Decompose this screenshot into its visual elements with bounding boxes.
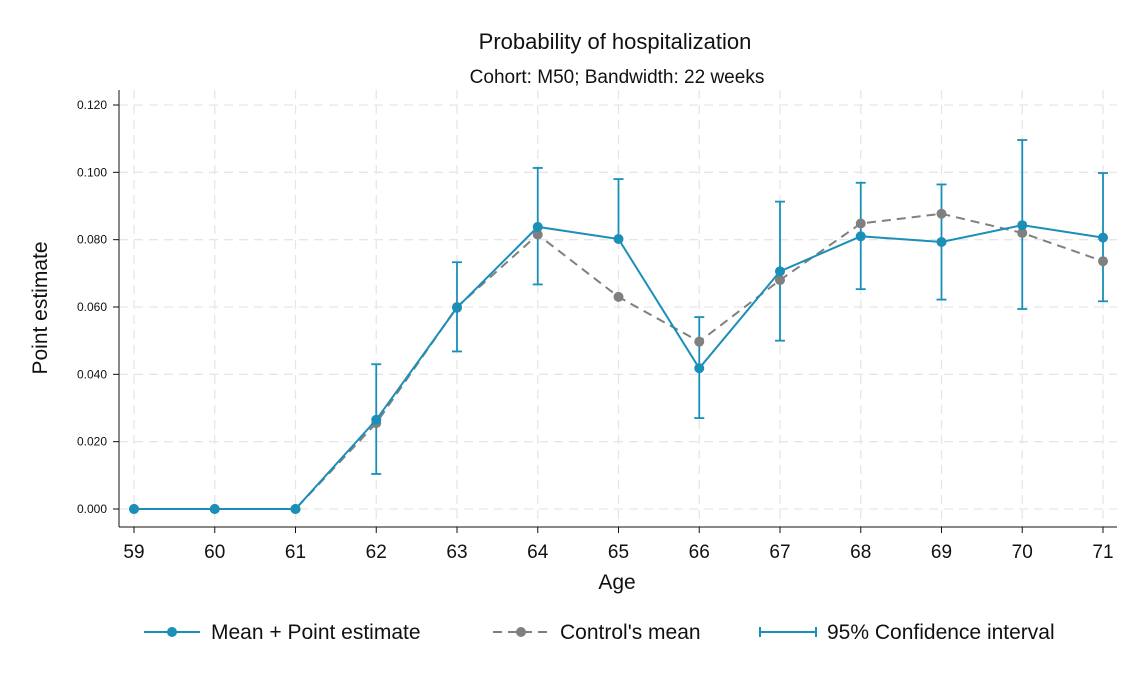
legend-control-label: Control's mean [560,621,701,644]
x-tick-label: 67 [769,542,790,563]
legend-mean-label: Mean + Point estimate [211,621,421,644]
legend-mean-marker [167,627,177,637]
x-tick-label: 59 [123,542,144,563]
x-tick-label: 63 [446,542,467,563]
x-axis: 59 60 61 62 63 64 65 66 67 68 69 70 71 [119,526,1117,563]
x-axis-label: Age [598,571,635,594]
x-tick-label: 71 [1092,542,1113,563]
point-mean [371,414,382,425]
point-control [1098,256,1108,267]
legend: Mean + Point estimate Control's mean 95%… [144,621,1055,644]
x-tick-label: 66 [689,542,710,563]
point-mean [1098,232,1108,243]
legend-ci-label: 95% Confidence interval [827,621,1055,644]
legend-control-marker [516,627,526,637]
y-tick-label: 0.100 [77,165,107,179]
y-tick-label: 0.080 [77,233,107,247]
point-mean [1017,220,1028,231]
point-mean [209,504,220,514]
x-tick-label: 62 [366,542,387,563]
gridlines [119,90,1117,527]
series-layer [129,208,1108,514]
y-axis-label: Point estimate [29,241,52,374]
point-mean [775,266,785,277]
x-tick-label: 70 [1012,542,1033,563]
point-mean [936,237,947,248]
x-tick-label: 60 [204,542,225,563]
point-control [694,336,705,347]
point-control [613,291,624,302]
chart-title: Probability of hospitalization [479,29,752,54]
y-tick-label: 0.060 [77,300,107,314]
x-tick-label: 69 [931,542,952,563]
point-mean [613,233,624,244]
point-mean [290,504,301,514]
y-tick-label: 0.000 [77,502,107,516]
chart-subtitle: Cohort: M50; Bandwidth: 22 weeks [470,67,765,88]
point-control [936,208,947,219]
point-mean [452,302,462,313]
y-axis: 0.000 0.020 0.040 0.060 0.080 0.100 0.120 [77,90,120,527]
point-mean [129,504,139,514]
point-mean [694,363,705,374]
x-tick-label: 68 [850,542,871,563]
x-tick-label: 61 [285,542,306,563]
point-control [532,229,543,240]
point-mean [532,221,543,232]
point-control [1017,227,1028,238]
x-tick-label: 65 [608,542,629,563]
legend-item-control: Control's mean [493,621,701,644]
point-control [855,218,866,229]
y-tick-label: 0.120 [77,98,107,112]
y-tick-label: 0.040 [77,367,107,381]
point-control [775,275,785,286]
x-tick-label: 64 [527,542,549,563]
legend-item-mean: Mean + Point estimate [144,621,421,644]
y-tick-label: 0.020 [77,435,107,449]
point-mean [855,231,866,242]
legend-item-ci: 95% Confidence interval [759,621,1055,644]
